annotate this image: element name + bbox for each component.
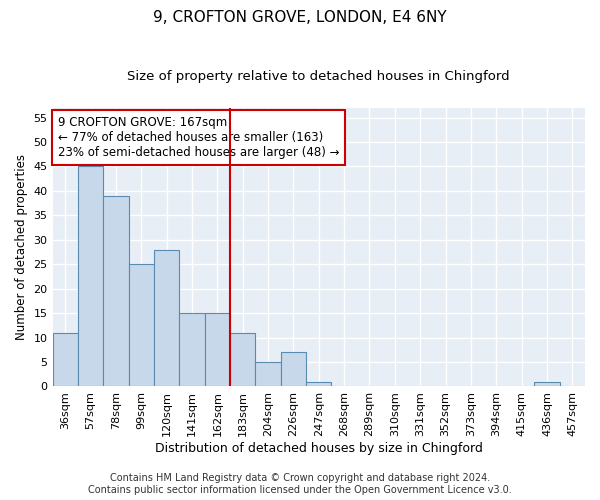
X-axis label: Distribution of detached houses by size in Chingford: Distribution of detached houses by size …: [155, 442, 483, 455]
Bar: [281, 352, 306, 386]
Bar: [256, 362, 281, 386]
Bar: [534, 382, 560, 386]
Y-axis label: Number of detached properties: Number of detached properties: [15, 154, 28, 340]
Bar: [78, 166, 103, 386]
Bar: [128, 264, 154, 386]
Text: 9 CROFTON GROVE: 167sqm
← 77% of detached houses are smaller (163)
23% of semi-d: 9 CROFTON GROVE: 167sqm ← 77% of detache…: [58, 116, 340, 159]
Bar: [230, 332, 256, 386]
Bar: [103, 196, 128, 386]
Text: 9, CROFTON GROVE, LONDON, E4 6NY: 9, CROFTON GROVE, LONDON, E4 6NY: [153, 10, 447, 25]
Bar: [154, 250, 179, 386]
Bar: [53, 332, 78, 386]
Bar: [179, 313, 205, 386]
Bar: [205, 313, 230, 386]
Bar: [306, 382, 331, 386]
Text: Contains HM Land Registry data © Crown copyright and database right 2024.
Contai: Contains HM Land Registry data © Crown c…: [88, 474, 512, 495]
Title: Size of property relative to detached houses in Chingford: Size of property relative to detached ho…: [127, 70, 510, 83]
